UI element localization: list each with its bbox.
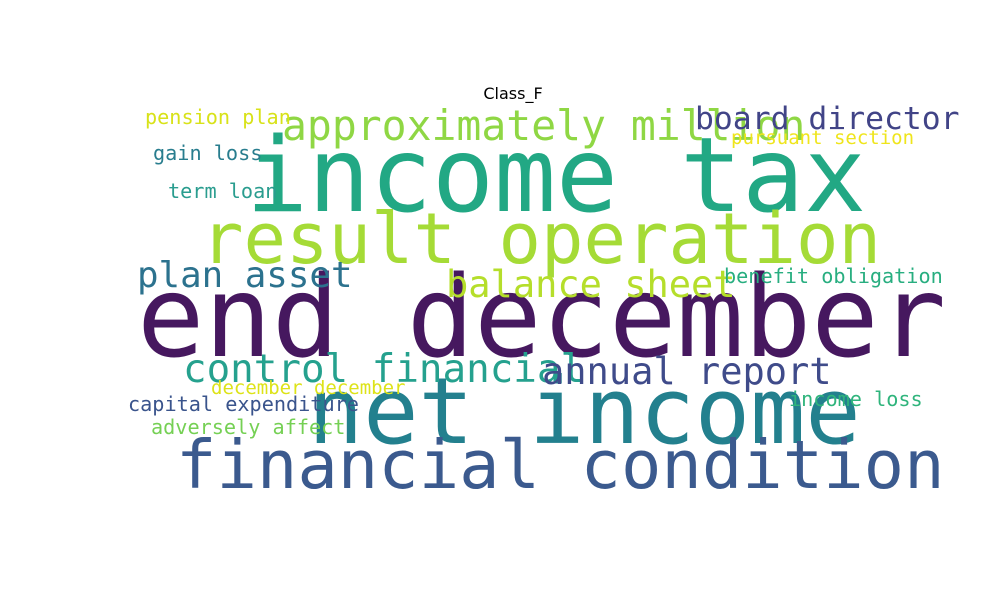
word-net-income: net income [308, 358, 861, 465]
word-income-tax: income tax [246, 116, 866, 236]
word-end-december: end december [137, 253, 946, 383]
word-gain-loss: gain loss [153, 141, 262, 165]
word-income-loss: income loss [789, 387, 923, 411]
word-control-financial: control financial [183, 347, 584, 392]
word-pension-plan: pension plan [145, 105, 291, 129]
word-approximately-million: approximately million [282, 102, 805, 150]
word-benefit-obligation: benefit obligation [724, 264, 943, 288]
word-annual-report: annual report [542, 350, 832, 393]
word-pursuant-section: pursuant section [731, 127, 914, 149]
word-plan-asset: plan asset [137, 255, 353, 296]
word-adversely-affect: adversely affect [151, 415, 345, 439]
word-term-loan: term loan [168, 179, 277, 203]
word-capital-expenditure: capital expenditure [128, 392, 359, 416]
word-board-director: board director [695, 101, 960, 137]
word-december-december: december december [211, 377, 405, 399]
word-balance-sheet: balance sheet [446, 263, 736, 306]
word-financial-condition: financial condition [176, 426, 945, 504]
word-result-operation: result operation [201, 197, 881, 280]
chart-title: Class_F [483, 84, 543, 103]
